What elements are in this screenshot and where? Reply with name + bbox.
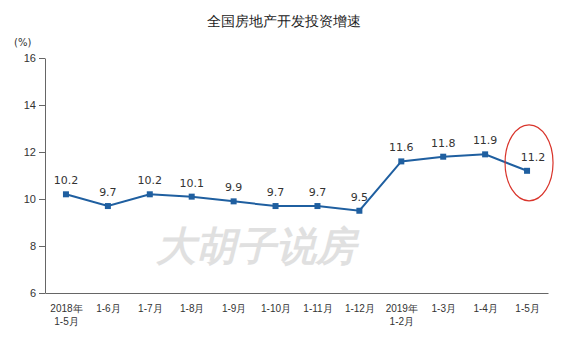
x-tick-label-line: 1-10月 (261, 303, 291, 314)
data-label: 11.6 (389, 141, 414, 154)
x-tick-label: 1-10月 (261, 303, 291, 314)
x-tick-label-line: 1-5月 (515, 303, 539, 314)
x-tick-label: 1-11月 (303, 303, 332, 314)
marker (524, 168, 530, 174)
x-tick-label: 1-3月 (431, 303, 455, 314)
x-tick: 1-6月 (96, 293, 120, 314)
marker (63, 191, 69, 197)
x-tick: 2019年 1-2月 (386, 293, 418, 327)
marker (440, 154, 446, 160)
x-tick-label-line: 1-9月 (222, 303, 246, 314)
y-tick: 8 (30, 240, 45, 252)
x-tick: 1-5月 (515, 293, 539, 314)
x-tick-label-line: 1-8月 (180, 303, 204, 314)
x-tick-label-line: 1-7月 (138, 303, 162, 314)
x-tick-label-line: 1-12月 (345, 303, 375, 314)
x-tick-label-line: 1-4月 (473, 303, 497, 314)
data-labels: 10.2 9.7 10.2 10.1 9.9 9.7 9.7 9.5 11.6 11.8 11.9 1… (54, 134, 546, 203)
y-tick-mark (39, 246, 45, 247)
x-tick: 1-8月 (180, 293, 204, 314)
x-tick-label-line: 1-6月 (96, 303, 120, 314)
y-tick-mark (39, 199, 45, 200)
x-tick-label-line: 1-5月 (54, 316, 78, 327)
y-tick-label: 14 (24, 99, 36, 111)
x-tick: 1-10月 (261, 293, 291, 314)
y-axis-title: (%) (14, 37, 31, 48)
x-tick: 1-4月 (473, 293, 497, 314)
y-tick: 12 (24, 146, 45, 158)
y-tick-label: 8 (30, 240, 36, 252)
x-tick-label-line: 2019年 (386, 303, 418, 314)
x-tick-label: 2018年 1-5月 (50, 303, 82, 327)
y-tick-mark (39, 293, 45, 294)
y-tick: 14 (24, 99, 45, 111)
title: 全国房地产开发投资增速 (207, 13, 361, 29)
marker (482, 151, 488, 157)
y-axis: 6 8 10 12 14 16 (24, 52, 46, 299)
data-label: 9.9 (225, 181, 243, 194)
data-label: 9.7 (267, 186, 285, 199)
x-tick-label-line: 1-11月 (303, 303, 332, 314)
plot-area (63, 151, 530, 213)
marker (189, 194, 195, 200)
data-label: 10.2 (138, 174, 163, 187)
y-axis-line (45, 59, 46, 294)
marker (147, 191, 153, 197)
marker (273, 203, 279, 209)
data-label: 10.2 (54, 174, 79, 187)
marker (105, 203, 111, 209)
x-tick-label: 2019年 1-2月 (386, 303, 418, 327)
line (66, 154, 527, 210)
x-tick-label: 1-12月 (345, 303, 375, 314)
y-tick: 6 (30, 287, 45, 299)
watermark: 大胡子说房 (156, 223, 360, 269)
y-tick-label: 6 (30, 287, 36, 299)
x-tick-label-line: 2018年 (50, 303, 82, 314)
x-tick: 1-7月 (138, 293, 162, 314)
y-tick-mark (39, 105, 45, 106)
x-axis-line (46, 293, 549, 294)
x-tick-label: 1-4月 (473, 303, 497, 314)
data-label: 11.8 (431, 137, 456, 150)
x-tick-label-line: 1-3月 (431, 303, 455, 314)
marker (314, 203, 320, 209)
x-axis: 2018年 1-5月 1-6月 1-7月 1-8月 1-9月 1-10月 1-11月 1-12月… (46, 293, 549, 327)
x-tick: 1-3月 (431, 293, 455, 314)
marker (356, 208, 362, 214)
x-tick-label: 1-6月 (96, 303, 120, 314)
y-tick: 10 (24, 193, 45, 205)
y-tick-mark (39, 152, 45, 153)
x-tick: 1-11月 (303, 293, 332, 314)
y-tick: 16 (24, 52, 45, 64)
data-label: 11.2 (521, 151, 546, 164)
y-tick-label: 16 (24, 52, 36, 64)
data-label: 9.7 (309, 186, 327, 199)
y-tick-label: 10 (24, 193, 36, 205)
chart: 大胡子说房 全国房地产开发投资增速 (%) 6 8 10 12 14 16 2018年 1-5月 1-… (0, 0, 568, 358)
data-label: 11.9 (473, 134, 498, 147)
highlight-ellipse (505, 125, 553, 201)
x-tick-label-line: 1-2月 (390, 316, 414, 327)
data-label: 9.5 (351, 191, 369, 204)
x-tick-label: 1-9月 (222, 303, 246, 314)
x-tick: 2018年 1-5月 (50, 293, 82, 327)
x-tick: 1-12月 (345, 293, 375, 314)
data-label: 9.7 (99, 186, 117, 199)
marker (231, 198, 237, 204)
y-tick-label: 12 (24, 146, 36, 158)
data-label: 10.1 (179, 177, 204, 190)
x-tick: 1-9月 (222, 293, 246, 314)
x-tick-label: 1-5月 (515, 303, 539, 314)
marker (398, 158, 404, 164)
x-tick-label: 1-7月 (138, 303, 162, 314)
y-tick-mark (39, 58, 45, 59)
x-tick-label: 1-8月 (180, 303, 204, 314)
